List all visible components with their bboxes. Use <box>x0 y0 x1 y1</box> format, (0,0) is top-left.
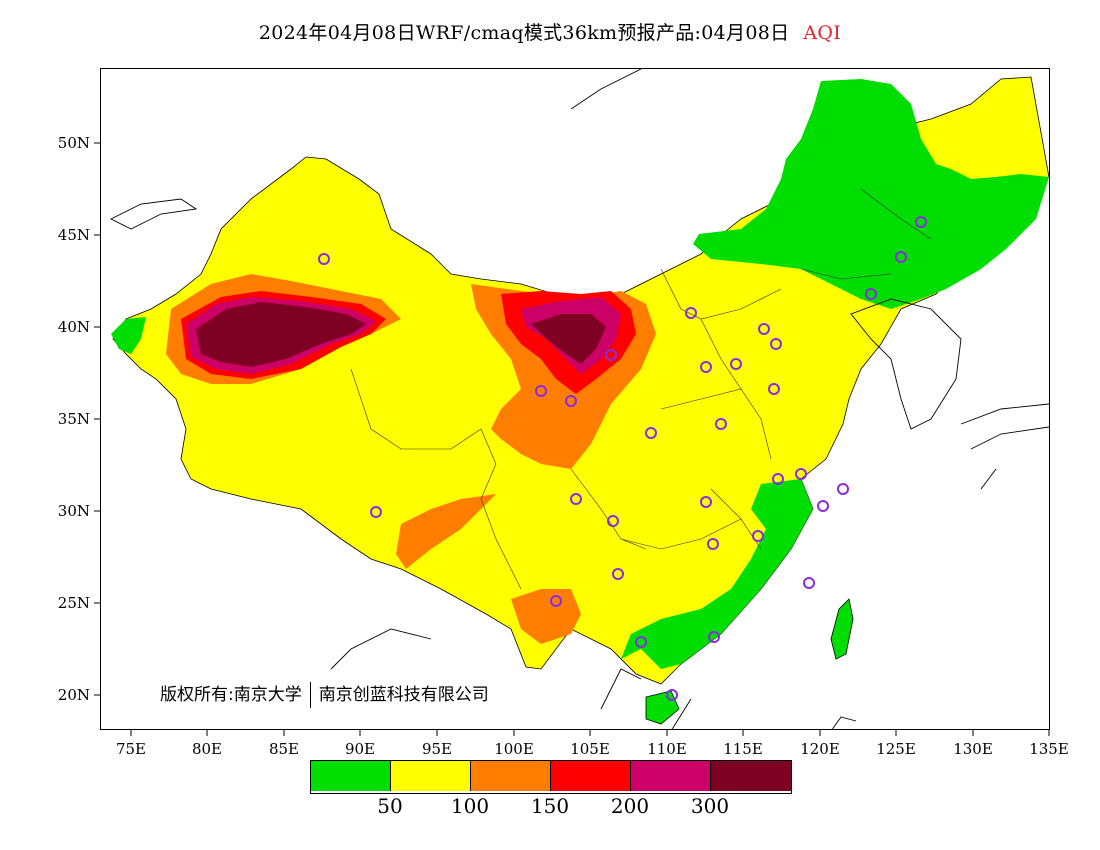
legend-label: 200 <box>610 794 650 818</box>
legend-swatch-hazardous <box>711 761 791 791</box>
lat-label: 35N <box>58 410 90 428</box>
lon-label: 120E <box>800 740 840 758</box>
copyright-owner: 版权所有:南京大学 <box>160 685 302 705</box>
japan-coastline <box>960 403 1049 490</box>
legend-label: 100 <box>450 794 490 818</box>
tibet-region-usg <box>396 494 496 569</box>
map-frame[interactable] <box>100 68 1050 730</box>
station-markers <box>318 216 927 701</box>
korea-coastline <box>850 298 962 430</box>
province-borders <box>350 188 932 590</box>
legend-swatch-very-unhealthy <box>631 761 711 791</box>
copyright-divider <box>309 682 311 708</box>
indochina-coastline <box>330 628 857 729</box>
sichuan-region-usg <box>511 589 581 644</box>
legend-label: 50 <box>377 794 403 818</box>
lon-label: 110E <box>647 740 687 758</box>
taiwan-island <box>830 598 854 660</box>
lon-label: 135E <box>1029 740 1069 758</box>
legend-label: 150 <box>530 794 570 818</box>
russia-coastline <box>109 69 642 230</box>
lon-label: 85E <box>269 740 299 758</box>
legend-labels: 50 100 150 200 300 <box>0 794 1100 818</box>
aqi-legend <box>310 760 792 794</box>
lon-label: 130E <box>953 740 993 758</box>
copyright-notice: 版权所有:南京大学 南京创蓝科技有限公司 <box>160 680 489 708</box>
lat-label: 50N <box>58 134 90 152</box>
lon-label: 90E <box>345 740 375 758</box>
copyright-company: 南京创蓝科技有限公司 <box>318 685 489 705</box>
lon-label: 75E <box>116 740 146 758</box>
north-region-hazardous <box>531 314 606 364</box>
lon-label: 95E <box>422 740 452 758</box>
legend-swatch-good <box>311 761 391 791</box>
lat-label: 20N <box>58 686 90 704</box>
lat-label: 40N <box>58 318 90 336</box>
lon-label: 115E <box>723 740 763 758</box>
lon-label: 100E <box>494 740 534 758</box>
legend-swatch-unhealthy <box>551 761 631 791</box>
legend-label: 300 <box>690 794 730 818</box>
map-title: 2024年04月08日WRF/cmaq模式36km预报产品:04月08日 AQI <box>0 18 1100 45</box>
lon-label: 105E <box>570 740 610 758</box>
lat-label: 30N <box>58 502 90 520</box>
xinjiang-region-hazardous <box>196 302 366 367</box>
southeast-region-good <box>621 479 813 669</box>
lat-label: 45N <box>58 226 90 244</box>
title-text: 2024年04月08日WRF/cmaq模式36km预报产品:04月08日 <box>258 22 790 44</box>
legend-swatch-usg <box>471 761 551 791</box>
lon-label: 80E <box>192 740 222 758</box>
west-region-good <box>111 317 146 354</box>
legend-swatch-moderate <box>391 761 471 791</box>
aqi-map[interactable] <box>101 69 1050 730</box>
title-variable: AQI <box>803 22 842 44</box>
lat-label: 25N <box>58 594 90 612</box>
lon-label: 125E <box>876 740 916 758</box>
northeast-region-good <box>693 79 1049 309</box>
